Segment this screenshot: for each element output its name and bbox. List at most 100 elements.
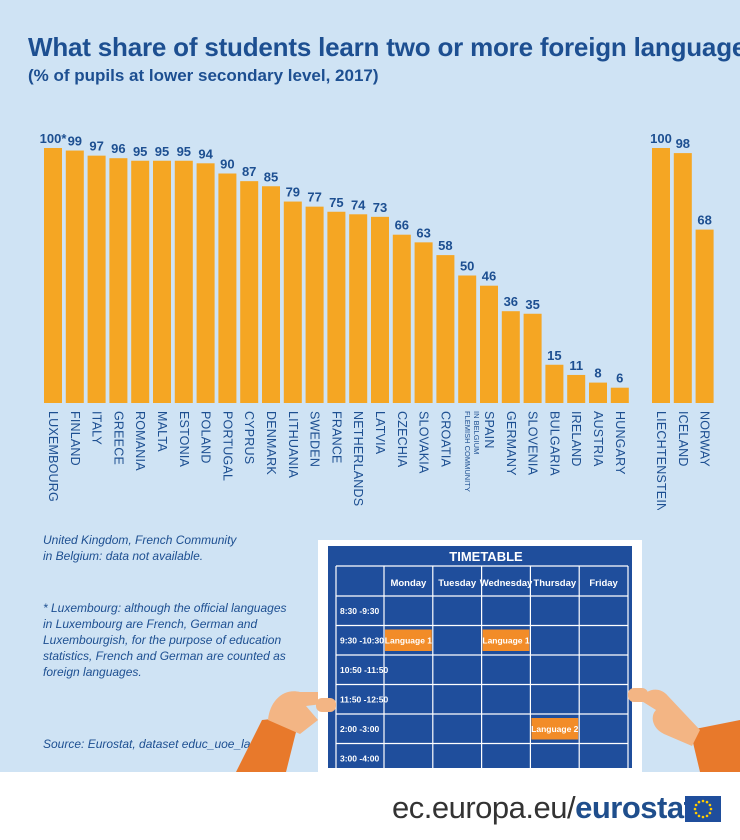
left-thumb-icon: [316, 698, 336, 712]
category-label: GERMANY: [504, 411, 518, 476]
time-slot: 11:50 -12:50: [340, 694, 388, 704]
bar: [695, 229, 714, 403]
bar: [501, 311, 520, 403]
note-lux-line4: statistics, French and German are counte…: [43, 649, 286, 663]
data-label: 11: [569, 358, 583, 373]
data-label: 74: [351, 197, 366, 212]
eurostat-link[interactable]: ec.europa.eu/eurostat: [392, 790, 694, 826]
category-label: FRANCE: [329, 411, 343, 464]
data-label: 8: [594, 366, 601, 381]
category-label: SLOVENIA: [526, 411, 540, 476]
note-lux-line2: in Luxembourg are French, German and: [43, 617, 258, 631]
day-header: Monday: [390, 578, 427, 589]
data-label: 95: [133, 144, 147, 159]
data-label: 35: [525, 297, 539, 312]
data-label: 95: [155, 144, 169, 159]
category-label: CZECHIA: [395, 411, 409, 468]
bar: [283, 201, 302, 403]
lesson-label: Language 1: [385, 635, 433, 645]
category-label: POLAND: [199, 411, 213, 464]
data-label: 79: [286, 185, 300, 200]
data-label: 46: [482, 269, 496, 284]
flag-star: [705, 800, 709, 804]
category-label: SPAIN: [482, 411, 496, 449]
flag-star: [694, 811, 698, 815]
left-hand-icon: [268, 691, 327, 734]
footer-url: ec.europa.eu/: [392, 790, 576, 825]
data-label: 68: [697, 213, 711, 228]
bar: [652, 148, 670, 403]
flag-star: [697, 800, 701, 804]
category-label: DENMARK: [264, 411, 278, 475]
lesson-block: [531, 718, 579, 740]
bar: [153, 160, 171, 403]
time-slot: 9:30 -10:30: [340, 635, 384, 645]
data-label: 96: [111, 141, 125, 156]
bar: [458, 275, 477, 403]
category-label: FINLAND: [68, 411, 82, 466]
bar: [589, 382, 607, 403]
chart-title: What share of students learn two or more…: [28, 32, 740, 62]
data-label: 6: [616, 371, 623, 386]
data-label: 75: [329, 195, 343, 210]
data-label: 100: [650, 131, 672, 146]
category-label: NORWAY: [698, 411, 712, 467]
category-label: SLOVAKIA: [417, 411, 431, 474]
bar: [567, 374, 586, 403]
data-label: 50: [460, 259, 474, 274]
lesson-block: [482, 629, 530, 651]
bar: [523, 313, 542, 403]
category-label: CYPRUS: [242, 411, 256, 464]
note-na-line2: in Belgium: data not available.: [43, 549, 204, 563]
bar: [109, 158, 128, 403]
bar: [65, 150, 84, 403]
left-sleeve: [236, 716, 300, 772]
data-label: 66: [395, 218, 409, 233]
bar: [414, 242, 433, 403]
bar: [371, 216, 389, 403]
data-label: 97: [89, 139, 103, 154]
category-label-line2: IN BELGIUM: [472, 411, 481, 454]
note-lux-line3: Luxembourgish, for the purpose of educat…: [43, 633, 282, 647]
eu-flag-icon: [685, 796, 721, 822]
bar: [262, 186, 280, 403]
lesson-block: [385, 629, 432, 651]
footer-brand: eurostat: [575, 790, 694, 825]
footer-bar: [0, 772, 740, 840]
flag-star: [709, 807, 713, 811]
category-label: LATVIA: [373, 411, 387, 455]
flag-star: [701, 815, 705, 819]
flag-star: [701, 799, 705, 803]
bar: [240, 181, 259, 403]
right-thumb-icon: [628, 688, 648, 702]
day-header: Thursday: [533, 578, 576, 589]
category-label: IRELAND: [569, 411, 583, 467]
bar-chart: 100* LUXEMBOURG 99 FINLAND 97 ITALY 96 GREECE 95…: [40, 131, 714, 510]
category-label: PORTUGAL: [220, 411, 234, 481]
day-header: Wednesday: [480, 578, 533, 589]
data-label: 98: [676, 136, 690, 151]
category-label: ESTONIA: [177, 411, 191, 468]
data-label: 15: [547, 348, 561, 363]
bar: [174, 160, 193, 403]
source-note: Source: Eurostat, dataset educ_uoe_lang_…: [43, 737, 284, 751]
bar: [196, 163, 215, 403]
day-header: Tuesday: [438, 578, 477, 589]
data-label: 100*: [40, 131, 68, 146]
data-label: 58: [438, 238, 452, 253]
category-label: FLEMISH COMMUNITY IN BELGIUM: [463, 411, 481, 492]
data-label: 77: [307, 190, 321, 205]
category-label: LUXEMBOURG: [46, 411, 60, 502]
category-label: LIECHTENSTEIN: [654, 411, 668, 510]
category-label: GREECE: [111, 411, 125, 465]
time-slot: 8:30 -9:30: [340, 606, 379, 616]
data-label: 94: [198, 146, 213, 161]
category-label-line1: FLEMISH COMMUNITY: [463, 411, 472, 492]
data-label: 90: [220, 157, 234, 172]
bar: [610, 387, 629, 403]
data-label: 87: [242, 164, 256, 179]
category-label: CROATIA: [438, 411, 452, 467]
category-label: MALTA: [155, 411, 169, 452]
lesson-label: Language 2: [531, 724, 579, 734]
bar: [436, 255, 455, 403]
